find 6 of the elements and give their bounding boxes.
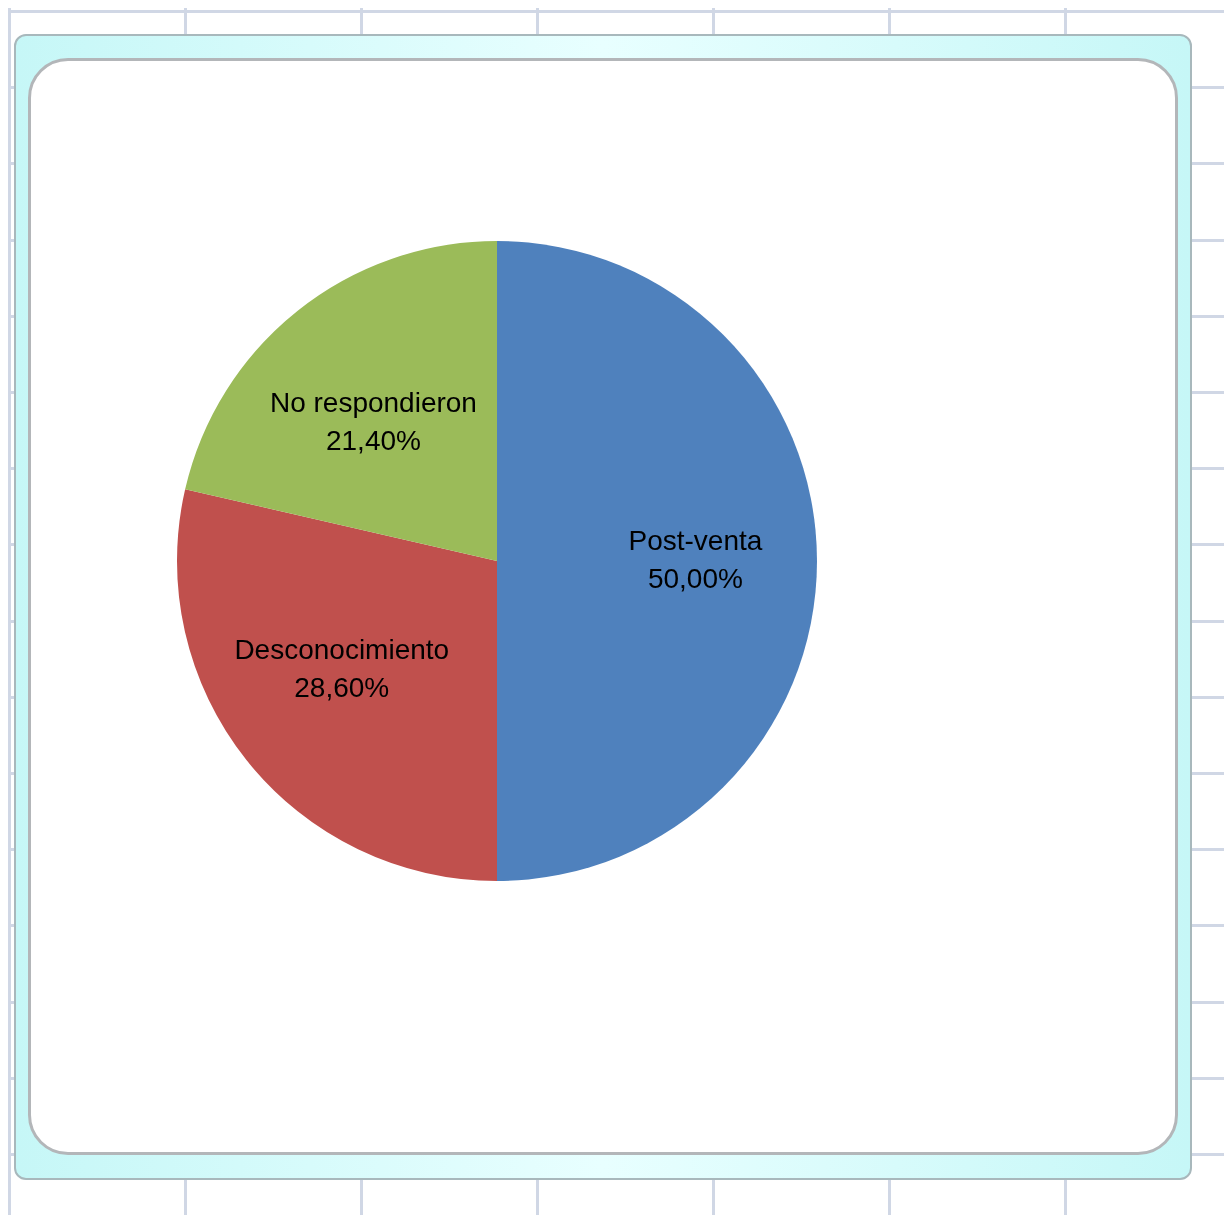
data-label: 21,40% (325, 425, 421, 457)
data-label: 28,60% (294, 672, 390, 704)
slice-label: No respondieron (269, 387, 477, 419)
slice-label: Desconocimiento (234, 634, 450, 666)
slice-label: Post-venta (628, 524, 763, 556)
data-label: 50,00% (647, 562, 743, 594)
